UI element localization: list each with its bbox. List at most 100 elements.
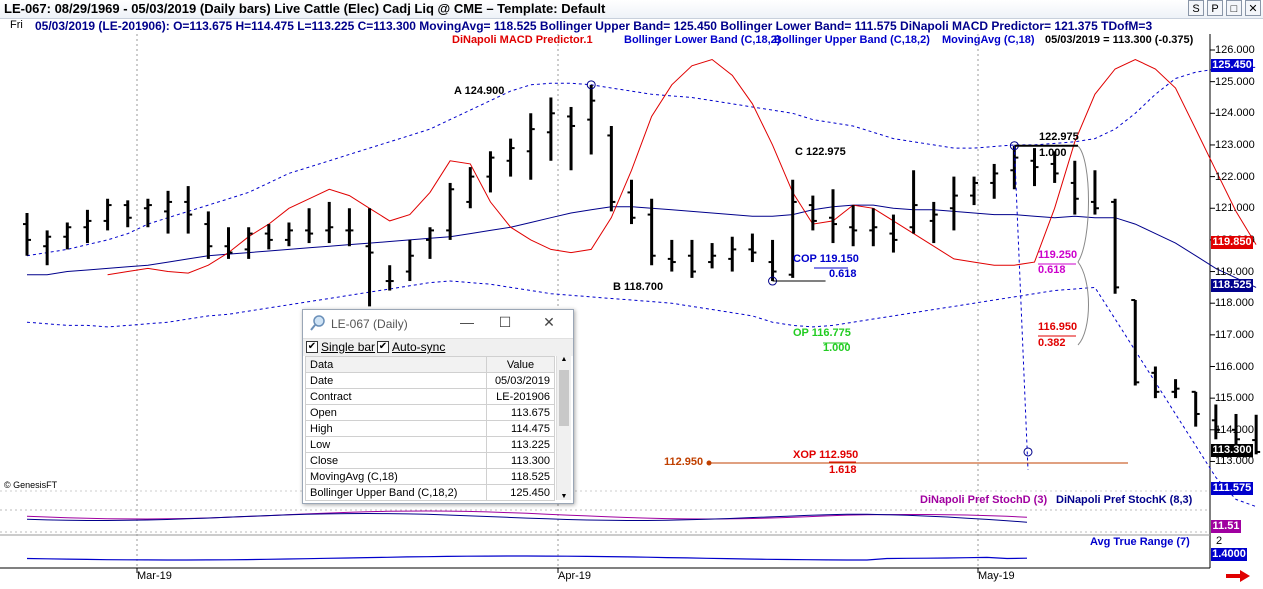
data-window-options: ✔ Single bar ✔ Auto-sync	[303, 339, 573, 356]
data-row[interactable]: MovingAvg (C,18) 118.525	[305, 468, 555, 485]
legend-moving-avg[interactable]: MovingAvg (C,18)	[942, 34, 1035, 46]
auto-sync-label: Auto-sync	[392, 340, 446, 354]
scroll-up-icon[interactable]: ▲	[560, 356, 568, 363]
data-row[interactable]: High 114.475	[305, 420, 555, 437]
single-bar-checkbox[interactable]: ✔ Single bar	[306, 340, 375, 354]
legend-macd[interactable]: DiNapoli MACD Predictor.1	[452, 34, 593, 46]
y-tick-label: 118.000	[1215, 297, 1254, 310]
xop-dot	[706, 460, 712, 466]
data-row-value: 118.525	[486, 468, 555, 485]
xop-left-value: 112.950	[664, 456, 704, 468]
y-tick-label: 113.000	[1215, 455, 1254, 468]
y-tick-label: 123.000	[1215, 138, 1255, 151]
data-row[interactable]: Close 113.300	[305, 452, 555, 469]
scroll-right-arrow-icon[interactable]	[1226, 570, 1250, 582]
data-row-value: 125.450	[486, 484, 555, 501]
x-label-apr: Apr-19	[558, 570, 592, 582]
scroll-down-icon[interactable]: ▼	[560, 493, 568, 500]
level-value: 122.975	[1039, 131, 1079, 143]
single-bar-label: Single bar	[321, 340, 376, 354]
atr-axis-label: 2	[1216, 535, 1223, 547]
legend-upper-band[interactable]: Bollinger Upper Band (C,18,2)	[774, 34, 930, 46]
data-row-key: Low	[305, 436, 487, 453]
data-row[interactable]: Date 05/03/2019	[305, 372, 555, 389]
data-window[interactable]: LE-067 (Daily) — ☐ ✕ ✔ Single bar ✔ Auto-s…	[302, 309, 574, 504]
bar-info: Fri 05/03/2019 (LE-201906): O=113.675 H=…	[0, 18, 1263, 34]
y-tick-label: 119.000	[1215, 265, 1254, 278]
data-row-value: 113.225	[486, 436, 555, 453]
tag-last-price: 113.300	[1211, 444, 1253, 457]
magenta-level-ratio: 0.618	[1038, 264, 1066, 276]
data-row-key: High	[305, 420, 487, 437]
data-row[interactable]: Open 113.675	[305, 404, 555, 421]
data-row[interactable]: Contract LE-201906	[305, 388, 555, 405]
data-row-value: 113.300	[486, 452, 555, 469]
red-level-ratio: 0.382	[1038, 337, 1066, 349]
data-window-title: LE-067 (Daily)	[331, 317, 408, 331]
legend-atr[interactable]: Avg True Range (7)	[1090, 536, 1190, 548]
point-c-label: C 122.975	[795, 146, 846, 158]
tag-moving-avg: 118.525	[1211, 279, 1253, 292]
x-label-mar: Mar-19	[137, 570, 172, 582]
window-titlebar: LE-067: 08/29/1969 - 05/03/2019 (Daily b…	[0, 0, 1263, 19]
macd-predictor	[107, 58, 1257, 276]
column-header-data[interactable]: Data	[305, 356, 487, 373]
bar-info-text: 05/03/2019 (LE-201906): O=113.675 H=114.…	[35, 19, 1153, 33]
bollinger-upper-band	[26, 66, 1257, 257]
sub-panels	[26, 510, 1028, 561]
y-tick-label: 126.000	[1215, 44, 1255, 56]
maximize-icon[interactable]: ☐	[498, 314, 512, 330]
macd-predictor-line	[107, 58, 1257, 276]
scroll-thumb[interactable]	[559, 370, 569, 426]
data-window-table: Data Value Date 05/03/2019 Contract LE-2019…	[305, 356, 555, 501]
x-label-may: May-19	[978, 570, 1015, 582]
magnifier-icon	[310, 315, 325, 331]
data-window-titlebar[interactable]: LE-067 (Daily) — ☐ ✕	[303, 310, 573, 339]
data-row[interactable]: Bollinger Upper Band (C,18,2) 125.450	[305, 484, 555, 501]
window-title: LE-067: 08/29/1969 - 05/03/2019 (Daily b…	[4, 1, 606, 16]
y-tick-label: 115.000	[1215, 392, 1254, 405]
p-button[interactable]: P	[1207, 0, 1223, 16]
dinapoli-overlays	[586, 80, 1128, 471]
y-tick-label: 124.000	[1215, 107, 1255, 120]
point-a-label: A 124.900	[454, 85, 505, 97]
window-buttons: S P □ ✕	[1188, 0, 1261, 16]
data-row-key: Contract	[305, 388, 487, 405]
data-row-key: Close	[305, 452, 487, 469]
maximize-button[interactable]: □	[1226, 0, 1242, 16]
y-tick-label: 125.000	[1215, 75, 1255, 88]
tag-lower-band: 111.575	[1211, 482, 1253, 495]
tag-upper-band: 125.450	[1211, 59, 1253, 72]
cop-label: COP 119.150	[793, 253, 859, 265]
data-row-value: LE-201906	[486, 388, 555, 405]
y-tick-label: 114.000	[1215, 423, 1254, 436]
legend-stoch-d[interactable]: DiNapoli Pref StochD (3)	[920, 494, 1048, 506]
bollinger-bands	[26, 66, 1257, 508]
stoch-k-line	[26, 512, 1028, 523]
checkbox-checked-icon: ✔	[377, 341, 389, 353]
s-button[interactable]: S	[1188, 0, 1204, 16]
auto-sync-checkbox[interactable]: ✔ Auto-sync	[377, 340, 445, 354]
legend-stoch-k[interactable]: DiNapoli Pref StochK (8,3)	[1056, 494, 1193, 506]
xop-ratio: 1.618	[829, 464, 857, 476]
level-ratio: 1.000	[1039, 147, 1067, 159]
column-header-value[interactable]: Value	[486, 356, 555, 373]
data-row-key: Open	[305, 404, 487, 421]
data-row-value: 05/03/2019	[486, 372, 555, 389]
close-icon[interactable]: ✕	[543, 314, 555, 330]
tag-atr: 1.4000	[1211, 548, 1247, 561]
y-tick-label: 117.000	[1215, 328, 1254, 341]
projection-line	[1013, 145, 1029, 471]
data-window-scrollbar[interactable]: ▲ ▼	[556, 356, 571, 500]
y-tick-label: 121.000	[1215, 202, 1255, 215]
close-button[interactable]: ✕	[1245, 0, 1261, 16]
last-bar-marker	[1023, 447, 1033, 457]
data-row-value: 113.675	[486, 404, 555, 421]
data-row[interactable]: Low 113.225	[305, 436, 555, 453]
y-tick-label: 116.000	[1215, 360, 1254, 373]
magenta-level-value: 119.250	[1038, 249, 1078, 261]
legend-lower-band[interactable]: Bollinger Lower Band (C,18,2)	[624, 34, 781, 46]
bollinger-lower-band	[26, 280, 1257, 508]
minimize-icon[interactable]: —	[460, 314, 474, 330]
